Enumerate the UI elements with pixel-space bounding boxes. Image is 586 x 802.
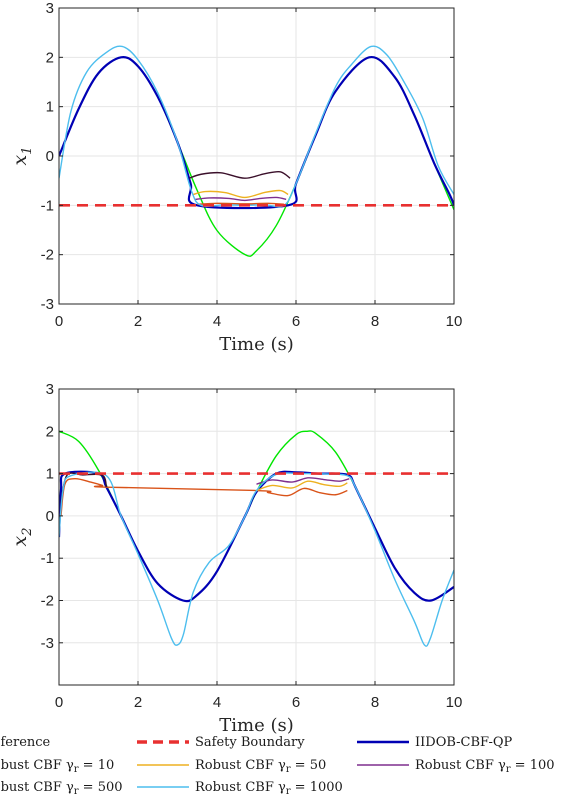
y-tick-label: -1 bbox=[41, 197, 54, 214]
legend-label: Robust CBF γr = 1000 bbox=[195, 780, 343, 797]
x-tick-label: 8 bbox=[371, 694, 379, 711]
y-tick-label: -3 bbox=[41, 635, 54, 652]
series-group bbox=[59, 45, 454, 257]
y-tick-label: 0 bbox=[46, 148, 54, 165]
legend-label: Robust CBF γr = 100 bbox=[415, 758, 555, 775]
y-tick-label: -2 bbox=[41, 593, 54, 610]
x-tick-label: 6 bbox=[292, 313, 300, 330]
y-tick-label: 1 bbox=[46, 99, 54, 116]
x-tick-label: 10 bbox=[446, 694, 463, 711]
x-tick-label: 4 bbox=[213, 694, 221, 711]
x-tick-label: 10 bbox=[446, 313, 463, 330]
panel-x2: 0 2 4 6 8 10 -3 -2 -1 0 1 2 3 Time (s) x2 bbox=[9, 381, 462, 736]
y-tick-label: 2 bbox=[46, 423, 54, 440]
legend-label: Robust CBF γr = 10 bbox=[0, 758, 114, 775]
series-line bbox=[189, 170, 291, 179]
y-tick-label: 3 bbox=[46, 381, 54, 398]
x-tick-label: 2 bbox=[134, 694, 142, 711]
x-axis-label: Time (s) bbox=[219, 334, 294, 355]
x-tick-label: 0 bbox=[55, 313, 63, 330]
plot-area bbox=[59, 389, 454, 685]
legend-label: IIDOB-CBF-QP bbox=[415, 735, 513, 750]
series-line bbox=[195, 196, 287, 202]
x-tick-label: 6 bbox=[292, 694, 300, 711]
panel-x1: 0 2 4 6 8 10 -3 -2 -1 0 1 2 3 Time (s) x1 bbox=[9, 0, 462, 355]
series-line bbox=[59, 45, 454, 208]
x-tick-label: 4 bbox=[213, 313, 221, 330]
x-tick-label: 0 bbox=[55, 694, 63, 711]
series-line bbox=[256, 480, 348, 492]
legend-label: Safety Boundary bbox=[195, 735, 305, 750]
series-line bbox=[197, 202, 285, 206]
y-tick-label: 0 bbox=[46, 508, 54, 525]
y-tick-label: -1 bbox=[41, 550, 54, 567]
series-line bbox=[59, 471, 454, 647]
y-tick-label: 2 bbox=[46, 49, 54, 66]
legend: Reference Safety Boundary IIDOB-CBF-QP Robu… bbox=[0, 735, 555, 797]
legend-label: Reference bbox=[0, 735, 51, 750]
x-tick-label: 2 bbox=[134, 313, 142, 330]
y-tick-label: -3 bbox=[41, 296, 54, 313]
legend-label: Robust CBF γr = 500 bbox=[0, 780, 123, 797]
y-tick-label: 3 bbox=[46, 0, 54, 17]
x-axis-label: Time (s) bbox=[219, 715, 294, 736]
y-tick-label: -2 bbox=[41, 247, 54, 264]
series-line bbox=[256, 477, 350, 485]
y-axis-label: x2 bbox=[9, 528, 35, 547]
y-axis-label: x1 bbox=[9, 147, 35, 166]
series-line bbox=[59, 55, 454, 210]
x-tick-label: 8 bbox=[371, 313, 379, 330]
y-tick-label: 1 bbox=[46, 466, 54, 483]
legend-label: Robust CBF γr = 50 bbox=[195, 758, 326, 775]
series-line bbox=[193, 189, 289, 199]
axes-box bbox=[58, 388, 455, 686]
series-line bbox=[60, 477, 348, 516]
